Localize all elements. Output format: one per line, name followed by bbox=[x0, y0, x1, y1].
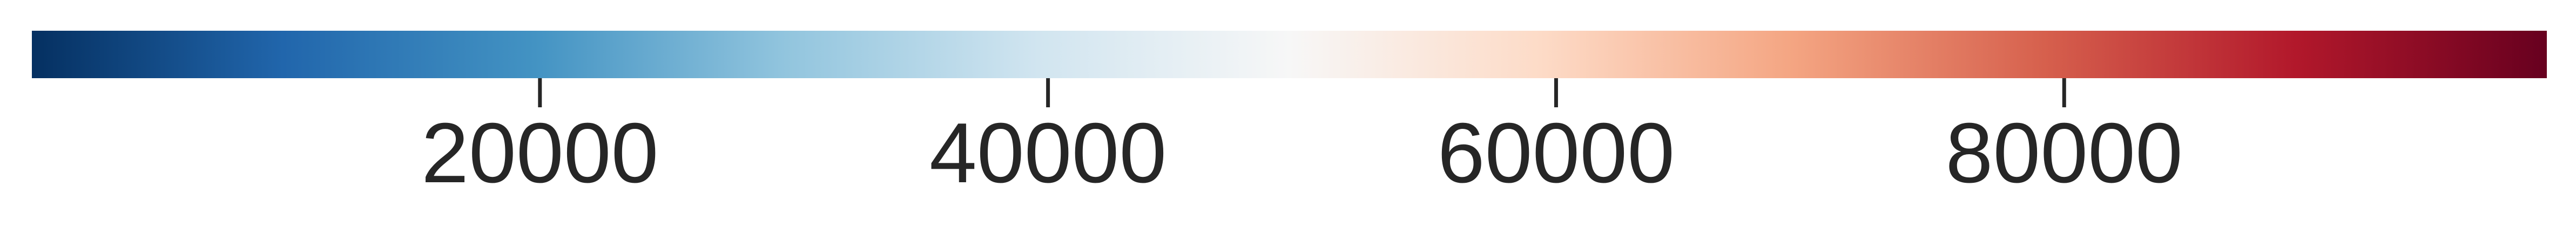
colorbar-tick-label: 20000 bbox=[421, 106, 658, 201]
colorbar-tick-labels: 20000 40000 60000 80000 bbox=[421, 106, 2183, 201]
colorbar-ticks bbox=[538, 78, 2066, 107]
colorbar-tick-label: 80000 bbox=[1946, 106, 2183, 201]
colorbar-tick-label: 60000 bbox=[1438, 106, 1675, 201]
colorbar-gradient-bar bbox=[32, 31, 2547, 78]
colorbar-tick-label: 40000 bbox=[929, 106, 1166, 201]
